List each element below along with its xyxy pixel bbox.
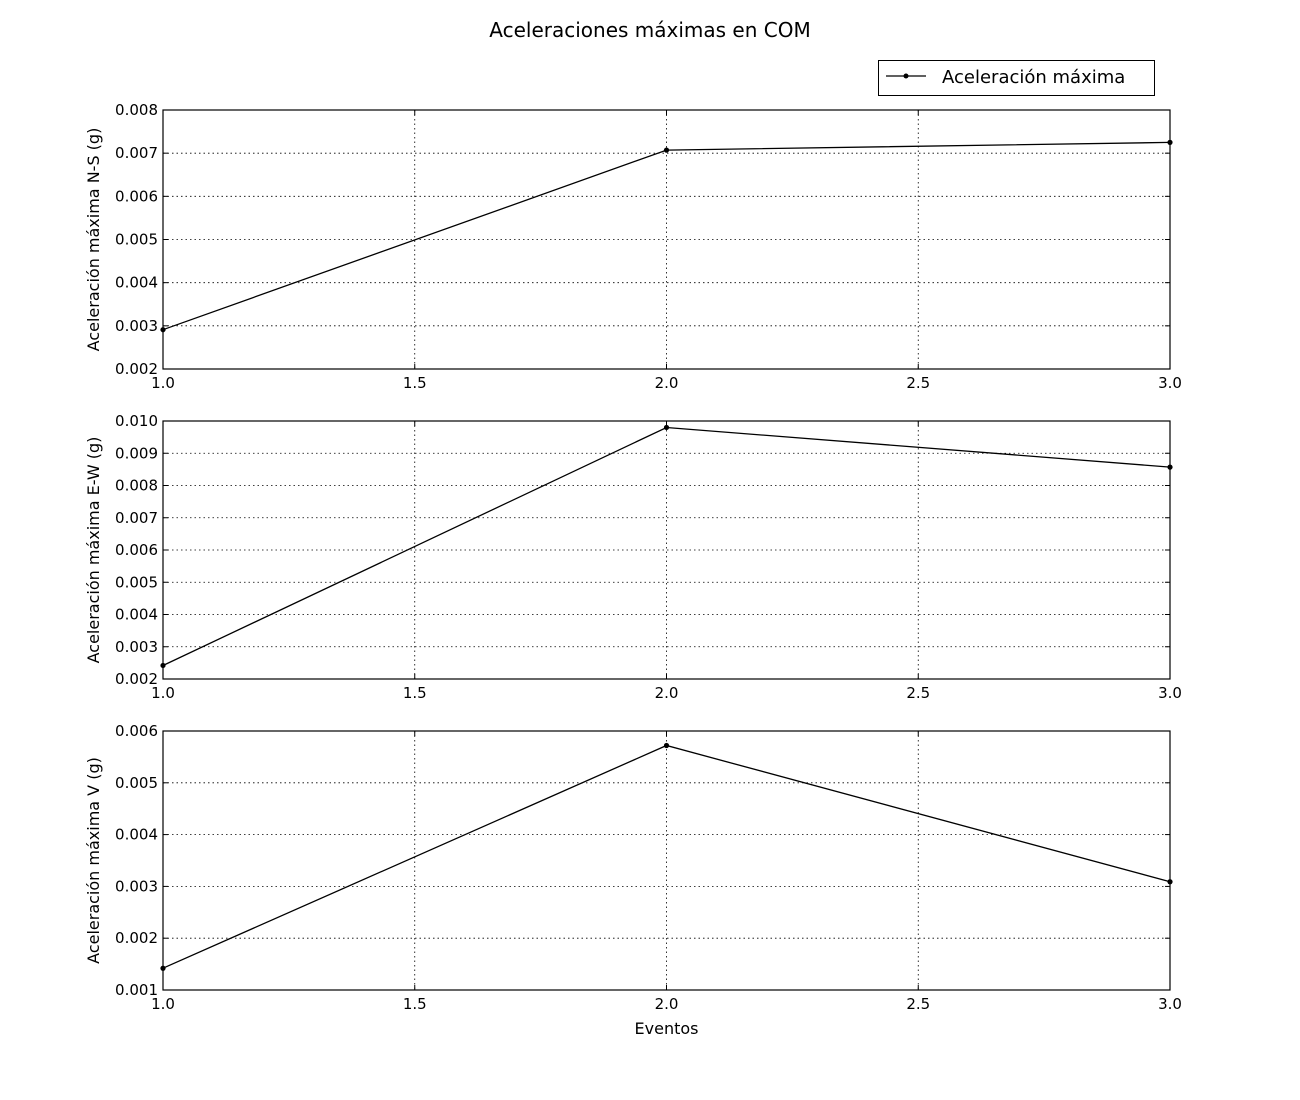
- y-tick-label: 0.002: [115, 929, 158, 947]
- subplots: 1.0 1.5 2.0 2.5 3.0 0.002 0.003 0.004 0.005 0.006…: [84, 101, 1182, 1038]
- data-point: [663, 424, 670, 431]
- y-tick-label: 0.005: [115, 573, 158, 591]
- y-tick-label: 0.008: [115, 477, 158, 495]
- x-tick-label: 1.0: [151, 374, 175, 392]
- x-tick-label: 2.0: [655, 684, 679, 702]
- x-tick-label: 2.5: [906, 374, 930, 392]
- y-tick-label: 0.010: [115, 412, 158, 430]
- x-tick-label: 3.0: [1158, 684, 1182, 702]
- y-tick-label: 0.006: [115, 187, 158, 205]
- y-axis-label: Aceleración máxima N-S (g): [84, 128, 103, 352]
- data-point: [663, 147, 670, 153]
- data-point: [1167, 139, 1173, 145]
- x-tick-label: 2.0: [655, 995, 679, 1013]
- x-tick-label: 2.0: [655, 374, 679, 392]
- y-tick-label: 0.006: [115, 541, 158, 559]
- subplot-3: 1.0 1.5 2.0 2.5 3.0 0.001 0.002 0.003 0.004 0.005…: [84, 722, 1182, 1038]
- y-tick-label: 0.001: [115, 981, 158, 999]
- y-tick-label: 0.006: [115, 722, 158, 740]
- legend: Aceleración máxima: [878, 60, 1155, 96]
- x-tick-label: 3.0: [1158, 374, 1182, 392]
- y-tick-label: 0.003: [115, 317, 158, 335]
- y-tick-label: 0.008: [115, 101, 158, 119]
- x-tick-label: 1.5: [403, 374, 427, 392]
- subplot-2: 1.0 1.5 2.0 2.5 3.0 0.002 0.003 0.004 0.005 0.006…: [84, 412, 1182, 702]
- x-tick-label: 2.5: [906, 995, 930, 1013]
- y-tick-label: 0.004: [115, 274, 158, 292]
- y-tick-label: 0.005: [115, 774, 158, 792]
- y-tick-label: 0.003: [115, 638, 158, 656]
- y-tick-label: 0.004: [115, 826, 158, 844]
- x-tick-label: 2.5: [906, 684, 930, 702]
- data-point: [663, 742, 670, 749]
- legend-label: Aceleración máxima: [942, 67, 1125, 88]
- y-tick-label: 0.007: [115, 144, 158, 162]
- data-point: [1167, 464, 1173, 470]
- y-tick-label: 0.005: [115, 231, 158, 249]
- y-tick-label: 0.009: [115, 444, 158, 462]
- x-tick-label: 1.0: [151, 995, 175, 1013]
- y-tick-label: 0.007: [115, 509, 158, 527]
- legend-box: [878, 60, 1155, 96]
- y-axis-label: Aceleración máxima V (g): [84, 757, 103, 964]
- chart-title: Aceleraciones máximas en COM: [489, 18, 810, 42]
- y-tick-label: 0.002: [115, 360, 158, 378]
- data-point: [160, 327, 166, 333]
- x-tick-label: 1.0: [151, 684, 175, 702]
- data-point: [160, 965, 166, 971]
- y-axis-label: Aceleración máxima E-W (g): [84, 437, 103, 664]
- x-tick-label: 1.5: [403, 684, 427, 702]
- y-tick-label: 0.004: [115, 606, 158, 624]
- y-tick-label: 0.002: [115, 670, 158, 688]
- subplot-1: 1.0 1.5 2.0 2.5 3.0 0.002 0.003 0.004 0.005 0.006…: [84, 101, 1182, 392]
- data-point: [1167, 879, 1173, 885]
- x-axis-label: Eventos: [635, 1019, 699, 1038]
- data-point: [160, 662, 166, 669]
- x-tick-label: 1.5: [403, 995, 427, 1013]
- x-tick-label: 3.0: [1158, 995, 1182, 1013]
- y-tick-label: 0.003: [115, 877, 158, 895]
- legend-marker: [903, 73, 909, 79]
